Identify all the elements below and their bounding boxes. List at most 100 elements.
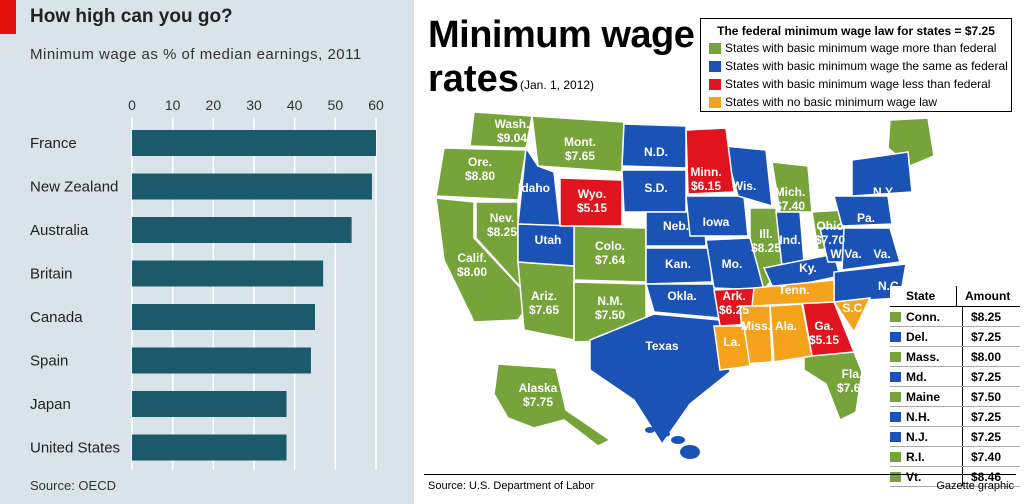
map-label-name: N.M.	[597, 294, 622, 308]
map-label: Colo. $7.64	[595, 239, 625, 267]
bar	[132, 173, 372, 200]
map-label-name: Ariz.	[531, 289, 557, 303]
map-label-value: $7.50	[595, 308, 625, 322]
map-label: Ala.	[775, 319, 797, 333]
map-label-value: $8.80	[465, 169, 495, 183]
map-label-name: Calif.	[457, 251, 486, 265]
map-label: Fla. $7.67	[837, 367, 867, 395]
legend-label: States with basic minimum wage the same …	[725, 59, 1008, 73]
legend-item: States with basic minimum wage less than…	[709, 76, 1011, 92]
map-label: Ohio $7.70	[815, 219, 845, 247]
map-label-name: Va.	[873, 247, 890, 261]
map-label-name: Texas	[645, 339, 678, 353]
map-label: N.D.	[644, 145, 668, 159]
state-wis	[722, 145, 773, 208]
map-credit: Gazette graphic	[936, 480, 1014, 492]
row-state: Md.	[906, 369, 927, 384]
map-label-value: $5.15	[577, 201, 607, 215]
map-label-name: S.D.	[644, 181, 667, 195]
map-label: Texas	[645, 339, 678, 353]
map-label: Ariz. $7.65	[529, 289, 559, 317]
map-label: Neb.	[663, 219, 689, 233]
map-label-name: Tenn.	[778, 283, 809, 297]
map-label-name: Iowa	[703, 215, 730, 229]
map-label-name: Minn.	[690, 165, 721, 179]
state-la	[713, 325, 751, 371]
row-swatch	[890, 351, 901, 362]
map-label: S.C.	[842, 301, 865, 315]
state-ny	[851, 151, 913, 197]
map-label-value: $5.15	[809, 333, 839, 347]
map-label: Iowa	[703, 215, 730, 229]
legend-swatch	[709, 42, 721, 54]
map-label: S.D.	[644, 181, 667, 195]
row-amount: $7.25	[962, 367, 1001, 386]
hawaii-islands	[645, 427, 700, 459]
legend-swatch	[709, 78, 721, 90]
map-label-value: $7.64	[595, 253, 625, 267]
map-label: Mich. $7.40	[775, 185, 806, 213]
map-label-name: N.Y.	[873, 185, 895, 199]
map-label: Ind.	[779, 233, 800, 247]
table-row: N.J. $7.25	[890, 427, 1020, 447]
map-title-line1: Minimum wage	[428, 14, 695, 56]
row-state: Mass.	[906, 349, 940, 364]
category-label: France	[30, 135, 77, 152]
row-amount: $8.46	[962, 467, 1001, 486]
map-title-line2: rates	[428, 58, 519, 100]
table-row: Mass. $8.00	[890, 347, 1020, 367]
map-label-name: Wis.	[732, 179, 757, 193]
bar	[132, 217, 352, 243]
bar	[132, 130, 376, 156]
x-tick-label: 50	[328, 97, 344, 113]
row-state: R.I.	[906, 449, 925, 464]
map-date: (Jan. 1, 2012)	[520, 78, 595, 92]
row-state: Conn.	[906, 309, 940, 324]
chart-title: How high can you go?	[30, 6, 233, 27]
map-label-name: Neb.	[663, 219, 689, 233]
map-label: Pa.	[857, 211, 875, 225]
row-state: N.J.	[906, 429, 929, 444]
map-label-name: Ind.	[779, 233, 800, 247]
row-swatch	[890, 311, 901, 322]
bar	[132, 434, 287, 461]
row-amount: $7.50	[962, 387, 1001, 406]
row-amount: $8.25	[962, 307, 1001, 326]
x-tick-label: 0	[128, 97, 136, 113]
state-kan	[645, 247, 713, 285]
map-label: Hawaii	[627, 443, 665, 457]
x-tick-label: 30	[246, 97, 262, 113]
chart-subtitle: Minimum wage as % of median earnings, 20…	[30, 46, 362, 63]
category-label: Australia	[30, 222, 89, 239]
map-label: Utah	[535, 233, 562, 247]
map-label: Wis.	[732, 179, 757, 193]
x-tick-label: 10	[165, 97, 181, 113]
map-label-name: Alaska	[519, 381, 558, 395]
map-label-name: Nev.	[490, 211, 514, 225]
map-label-name: Ala.	[775, 319, 797, 333]
state-fla	[803, 351, 863, 422]
map-label-name: Idaho	[518, 181, 550, 195]
map-label: Ill. $8.25	[751, 227, 781, 255]
bar	[132, 304, 315, 330]
bar	[132, 391, 287, 417]
map-label: La.	[723, 335, 740, 349]
map-source: Source: U.S. Department of Labor	[428, 480, 595, 492]
map-label-name: Ky.	[799, 261, 817, 275]
map-label-name: Wash.	[495, 117, 530, 131]
map-label-value: $7.75	[523, 395, 553, 409]
map-label-value: $8.25	[751, 241, 781, 255]
map-label-value: $6.25	[719, 303, 749, 317]
amount-col-header: Amount	[956, 286, 1010, 306]
map-label: Idaho	[518, 181, 550, 195]
category-label: Canada	[30, 309, 83, 326]
map-label: Miss.	[741, 319, 771, 333]
legend-label: States with no basic minimum wage law	[725, 95, 938, 109]
map-label: Ky.	[799, 261, 817, 275]
map-label-name: N.D.	[644, 145, 668, 159]
map-label-value: $7.70	[815, 233, 845, 247]
map-label-name: Fla.	[842, 367, 863, 381]
state-pa	[833, 195, 893, 227]
table-row: Maine $7.50	[890, 387, 1020, 407]
state-minn	[685, 127, 735, 195]
